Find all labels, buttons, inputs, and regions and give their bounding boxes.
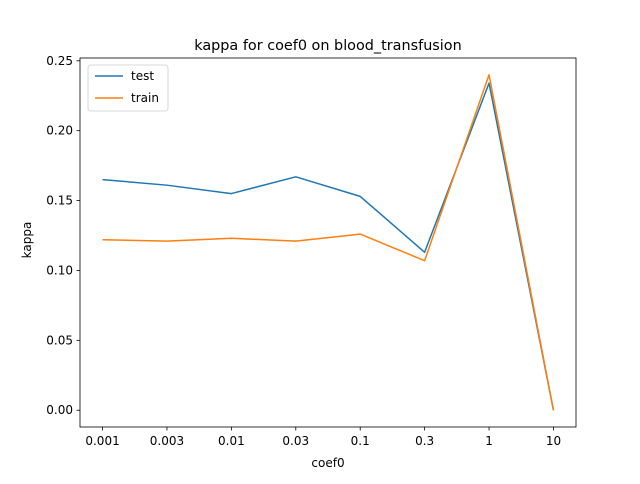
legend-label-train: train [131, 91, 159, 105]
x-tick-label: 0.01 [218, 434, 245, 448]
y-tick-label: 0.05 [46, 333, 73, 347]
series-line-train [102, 74, 555, 411]
y-axis-label: kappa [20, 222, 34, 259]
x-tick-label: 0.03 [282, 434, 309, 448]
y-axis: 0.00 0.05 0.10 0.15 0.20 0.25 [46, 54, 80, 417]
y-tick-label: 0.20 [46, 124, 73, 138]
x-axis-label: coef0 [311, 456, 344, 470]
y-tick-label: 0.00 [46, 403, 73, 417]
plot-area [79, 57, 577, 428]
x-tick-label: 0.3 [415, 434, 434, 448]
y-tick-label: 0.25 [46, 54, 73, 68]
plot-frame [79, 57, 577, 428]
legend-label-test: test [131, 69, 154, 83]
series-layer [102, 74, 555, 411]
chart-title: kappa for coef0 on blood_transfusion [194, 38, 461, 54]
x-tick-label: 0.001 [85, 434, 119, 448]
x-tick-label: 0.1 [351, 434, 370, 448]
x-tick-label: 10 [546, 434, 561, 448]
y-tick-label: 0.15 [46, 194, 73, 208]
x-axis: 0.001 0.003 0.01 0.03 0.1 0.3 1 10 [85, 427, 561, 448]
series-line-test [102, 82, 555, 411]
y-tick-label: 0.10 [46, 263, 73, 277]
x-tick-label: 1 [485, 434, 493, 448]
x-tick-label: 0.003 [150, 434, 184, 448]
legend: test train [87, 64, 169, 112]
